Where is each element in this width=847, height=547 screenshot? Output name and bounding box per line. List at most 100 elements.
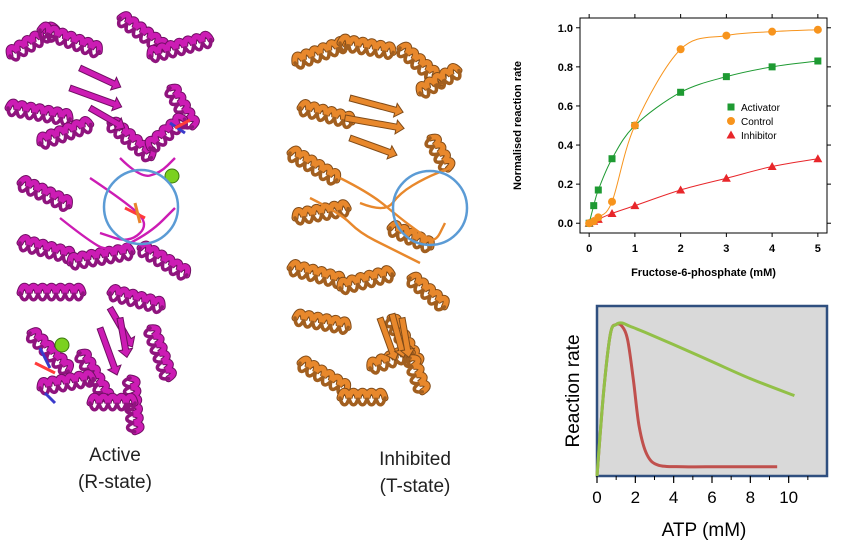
chart2-y-axis-label: Reaction rate <box>563 334 584 447</box>
active-9-helix <box>16 175 73 212</box>
active-6-helix <box>36 116 95 150</box>
inhibited-b-loop <box>359 166 451 210</box>
chart1-legend-marker <box>726 130 736 139</box>
active-13-helix <box>16 282 87 302</box>
active-a-loop <box>89 177 146 241</box>
chart1-x-tick-label: 2 <box>678 243 684 255</box>
active-11-helix <box>66 242 136 271</box>
inhibited-1-helix <box>336 33 397 60</box>
chart1-x-axis-label: Fructose-6-phosphate (mM) <box>631 267 776 279</box>
chart1-data-point <box>768 27 777 36</box>
inhibited-16-helix <box>403 354 431 396</box>
chart1-data-point <box>722 31 731 40</box>
chart1-x-tick-label: 3 <box>723 243 729 255</box>
active-0-strand <box>78 64 122 91</box>
active-16-helix <box>26 327 74 376</box>
inhibited-caption: Inhibited (T-state) <box>355 446 475 500</box>
chart2-x-tick-label: 4 <box>669 488 678 507</box>
chart1-data-point <box>590 202 598 210</box>
inhibited-0-helix <box>291 36 350 70</box>
chart1-data-point <box>722 73 730 81</box>
inhibited-9-helix <box>286 259 346 290</box>
chart1-legend: Activator Control Inhibitor <box>726 103 781 142</box>
active-ion-sphere <box>54 337 70 353</box>
chart1-y-tick-label: 0.2 <box>558 179 573 191</box>
active-caption-state: (R-state) <box>78 472 152 493</box>
active-18-helix <box>36 369 97 396</box>
chart2-plot-area <box>595 304 829 478</box>
chart2-x-axis-label: ATP (mM) <box>662 520 747 541</box>
inhibited-14-helix <box>296 355 352 396</box>
chart1-series-line <box>588 158 818 224</box>
chart1-data-point <box>677 88 685 96</box>
chart2-x-tick-label: 6 <box>707 488 716 507</box>
chart1-data-point <box>813 25 822 34</box>
inhibited-2-strand <box>348 134 398 160</box>
inhibited-caption-title: Inhibited <box>379 449 451 470</box>
active-structure-image <box>4 11 215 436</box>
inhibited-10-helix <box>336 265 396 296</box>
chart1-y-tick-label: 1.0 <box>558 23 573 35</box>
chart1-x-tick-label: 4 <box>769 243 776 255</box>
inhibited-12-helix <box>291 308 352 335</box>
chart1-data-point <box>630 121 639 130</box>
inhibited-0-strand <box>348 94 404 118</box>
chart1-data-point <box>594 213 603 222</box>
inhibited-site-highlight-circle <box>391 169 469 247</box>
chart1-data-point <box>608 197 617 206</box>
chart1-legend-marker <box>727 103 735 111</box>
chart1-data-point <box>630 201 640 210</box>
chart1-data-point <box>813 154 823 163</box>
chart2-x-tick-label: 0 <box>592 488 601 507</box>
chart1-legend-marker <box>727 117 735 125</box>
inhibited-5-strand <box>398 316 416 359</box>
chart2-x-tick-label: 2 <box>631 488 640 507</box>
active-14-helix <box>106 284 166 315</box>
active-5-strand <box>116 316 134 359</box>
inhibited-6-helix <box>424 133 456 173</box>
active-site-highlight-circle <box>102 168 180 246</box>
active-15-helix <box>143 324 177 383</box>
chart1-data-point <box>721 173 731 182</box>
active-1-helix <box>36 21 103 59</box>
inhibited-structure-image <box>286 33 469 407</box>
inhibited-11-helix <box>406 271 450 312</box>
active-4-strand <box>96 326 122 376</box>
active-c-loop <box>119 157 176 177</box>
chart2-series-line-0 <box>595 321 795 477</box>
chart1-legend-label: Activator <box>741 103 781 114</box>
chart1-data-point <box>768 63 776 71</box>
chart1-legend-label: Inhibitor <box>741 131 777 142</box>
chart1-series-line <box>588 60 818 224</box>
chart1-y-tick-label: 0.6 <box>558 101 573 113</box>
active-8-helix <box>144 112 188 153</box>
atp-inhibition-chart: 0 2 4 6 8 10 ATP (mM) Reaction rate <box>563 304 829 541</box>
inhibited-3-helix <box>296 99 356 130</box>
chart1-data-point <box>814 57 822 65</box>
active-caption: Active (R-state) <box>55 442 175 496</box>
inhibited-1-strand <box>343 114 405 135</box>
chart1-y-tick-label: 0.8 <box>558 62 573 74</box>
chart1-y-tick-label: 0.4 <box>558 140 574 152</box>
inhibited-c-loop <box>309 196 421 265</box>
inhibited-ribbon-cartoon <box>286 33 463 407</box>
inhibited-17-helix <box>336 387 389 407</box>
chart1-data-point <box>594 186 602 194</box>
chart1-series-control <box>585 25 822 228</box>
active-1-strand <box>68 84 123 112</box>
chart2-x-tick-label: 10 <box>779 488 798 507</box>
active-ribbon-cartoon <box>4 11 215 436</box>
chart1-x-tick-label: 1 <box>632 243 638 255</box>
chart1-data-point <box>608 155 616 163</box>
chart1-y-tick-label: 0.0 <box>558 218 573 230</box>
chart1-series-line <box>588 29 818 224</box>
chart1-legend-label: Control <box>741 117 773 128</box>
chart1-plot-frame <box>579 17 828 234</box>
active-2-helix <box>116 11 169 55</box>
inhibited-7-helix <box>291 199 352 226</box>
chart1-x-tick-label: 0 <box>586 243 592 255</box>
active-12-helix <box>136 240 192 281</box>
active-ion-sphere <box>164 168 180 184</box>
f6p-kinetics-chart: 0 1 2 3 4 5 0.0 0.2 0.4 0.6 0.8 1.0 Fructose-6-phosp… <box>512 14 831 279</box>
active-10-helix <box>16 234 76 265</box>
